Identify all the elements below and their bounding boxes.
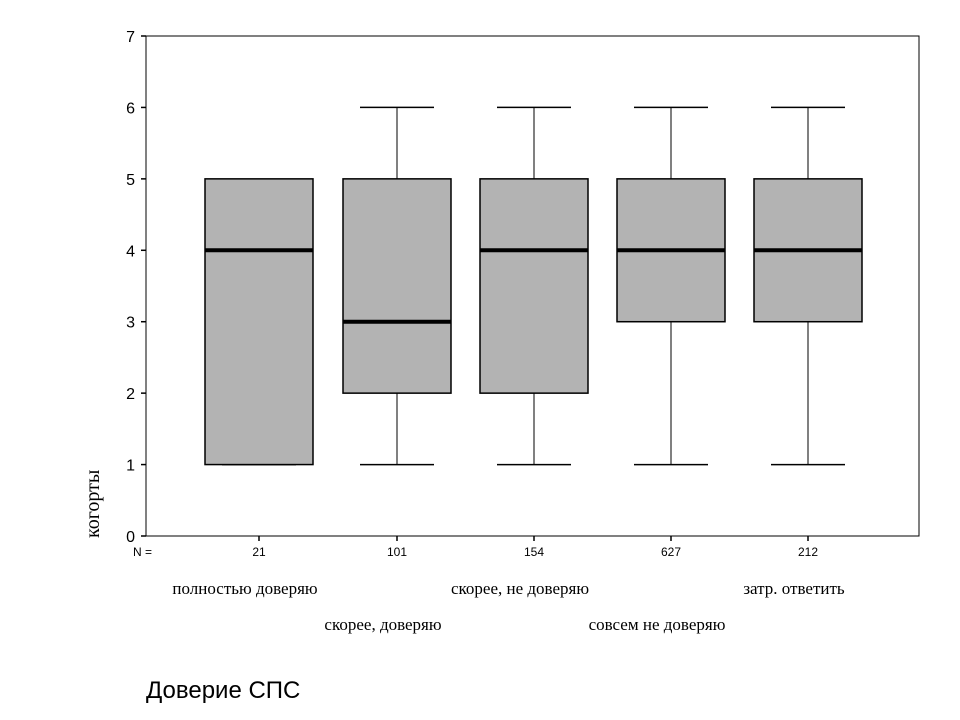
n-label-4: 212 bbox=[798, 545, 818, 559]
plot-area-frame bbox=[145, 35, 920, 537]
box-1 bbox=[342, 106, 452, 466]
x-axis-title: Доверие СПС bbox=[146, 677, 300, 704]
n-label-1: 101 bbox=[387, 545, 407, 559]
box-series bbox=[204, 106, 863, 466]
n-label-0: 21 bbox=[252, 545, 266, 559]
x-axis bbox=[258, 536, 809, 541]
y-axis-title: когорты bbox=[82, 470, 104, 538]
y-tick-label-0: 0 bbox=[126, 529, 135, 546]
y-axis: 0 1 2 3 4 5 6 7 bbox=[126, 29, 146, 546]
box-0 bbox=[204, 178, 314, 466]
category-label-4: затр. ответить bbox=[743, 579, 845, 598]
box-2 bbox=[479, 106, 589, 466]
box-3 bbox=[616, 106, 726, 466]
category-label-0: полностью доверяю bbox=[172, 579, 317, 598]
category-label-1: скорее, доверяю bbox=[324, 615, 441, 634]
y-tick-label-6: 6 bbox=[126, 100, 135, 117]
category-label-2: скорее, не доверяю bbox=[451, 579, 589, 598]
y-tick-label-5: 5 bbox=[126, 172, 135, 189]
category-label-3: совсем не доверяю bbox=[589, 615, 726, 634]
n-labels: N = 21 101 154 627 212 bbox=[133, 545, 818, 559]
y-tick-label-2: 2 bbox=[126, 386, 135, 403]
y-tick-label-3: 3 bbox=[126, 315, 135, 332]
n-label-2: 154 bbox=[524, 545, 544, 559]
y-tick-label-1: 1 bbox=[126, 458, 135, 475]
box-body bbox=[342, 178, 452, 394]
box-body bbox=[479, 178, 589, 394]
box-4 bbox=[753, 106, 863, 466]
y-tick-label-4: 4 bbox=[126, 243, 135, 260]
n-label-3: 627 bbox=[661, 545, 681, 559]
box-body bbox=[204, 178, 314, 466]
category-labels: полностью доверяю скорее, доверяю скорее, … bbox=[172, 579, 845, 634]
y-tick-label-7: 7 bbox=[126, 29, 135, 46]
n-prefix-label: N = bbox=[133, 545, 152, 559]
